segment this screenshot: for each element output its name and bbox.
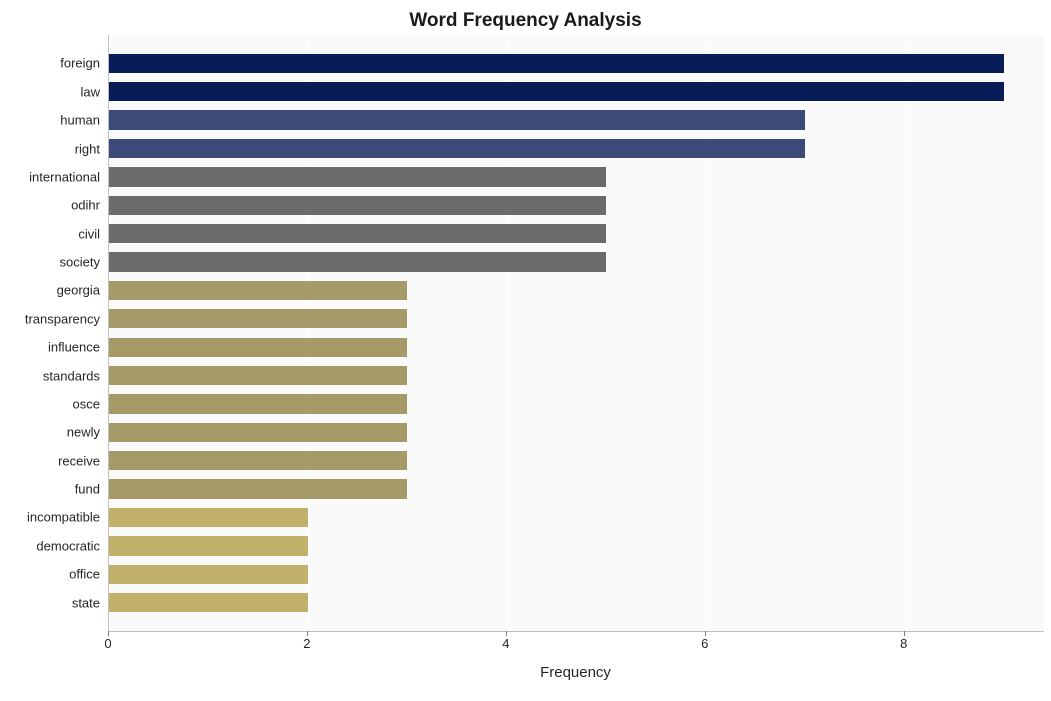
bar [109, 423, 407, 442]
bar [109, 224, 606, 243]
bar [109, 110, 805, 129]
x-tick-label: 4 [502, 636, 509, 651]
y-tick-label: law [0, 84, 100, 99]
bar [109, 536, 308, 555]
y-tick-label: incompatible [0, 510, 100, 525]
bar [109, 252, 606, 271]
bar [109, 366, 407, 385]
y-tick-label: office [0, 567, 100, 582]
x-tick-label: 0 [104, 636, 111, 651]
y-tick-label: foreign [0, 56, 100, 71]
x-tick-label: 6 [701, 636, 708, 651]
bar [109, 338, 407, 357]
x-tick-label: 2 [303, 636, 310, 651]
bar [109, 479, 407, 498]
y-tick-label: standards [0, 368, 100, 383]
y-tick-label: civil [0, 226, 100, 241]
grid-line [905, 35, 906, 631]
y-tick-label: georgia [0, 283, 100, 298]
y-tick-label: human [0, 113, 100, 128]
y-tick-label: society [0, 255, 100, 270]
bar [109, 451, 407, 470]
y-tick-label: fund [0, 482, 100, 497]
plot-area [108, 35, 1044, 632]
y-tick-label: osce [0, 396, 100, 411]
y-tick-label: international [0, 169, 100, 184]
y-tick-label: influence [0, 340, 100, 355]
bar [109, 139, 805, 158]
bar [109, 281, 407, 300]
bar [109, 593, 308, 612]
bar [109, 82, 1004, 101]
bar [109, 508, 308, 527]
bar [109, 54, 1004, 73]
y-tick-label: democratic [0, 538, 100, 553]
bar [109, 394, 407, 413]
bar [109, 196, 606, 215]
y-tick-label: odihr [0, 198, 100, 213]
bar [109, 167, 606, 186]
bars-layer [109, 35, 1044, 631]
x-tick-label: 8 [900, 636, 907, 651]
bar [109, 309, 407, 328]
y-tick-label: right [0, 141, 100, 156]
bar [109, 565, 308, 584]
y-tick-label: state [0, 595, 100, 610]
chart-container: Word Frequency Analysis Frequency 0 2 4 6 8 f… [0, 0, 1051, 701]
y-tick-label: receive [0, 453, 100, 468]
chart-title: Word Frequency Analysis [0, 10, 1051, 32]
x-axis-label: Frequency [108, 664, 1043, 681]
y-tick-label: transparency [0, 311, 100, 326]
y-tick-label: newly [0, 425, 100, 440]
